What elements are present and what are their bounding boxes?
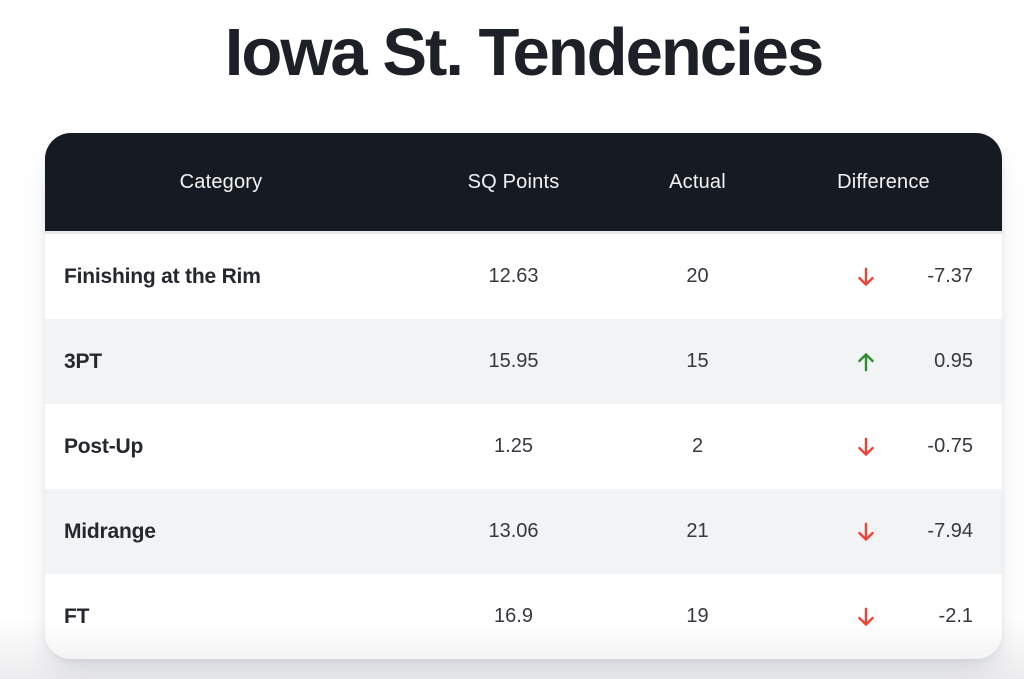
difference-value: -7.37: [927, 265, 973, 287]
sq-points-cell: 13.06: [488, 520, 539, 542]
column-header-difference: Difference: [837, 170, 930, 193]
difference-value: 0.95: [934, 350, 973, 372]
category-cell: Post-Up: [45, 435, 397, 459]
table-row: FT 16.9 19 -2.1: [45, 574, 1002, 659]
table-header-row: Category SQ Points Actual Difference: [45, 133, 1002, 231]
category-label: FT: [64, 604, 90, 628]
down-arrow-icon: [853, 604, 879, 630]
category-label: 3PT: [64, 349, 102, 373]
up-arrow-icon: [853, 349, 879, 375]
category-label: Midrange: [64, 519, 156, 543]
sq-points-cell: 12.63: [488, 265, 539, 287]
actual-cell: 21: [686, 520, 709, 542]
table-row: 3PT 15.95 15 0.95: [45, 319, 1002, 404]
down-arrow-icon: [853, 434, 879, 460]
actual-cell: 15: [686, 350, 709, 372]
table-row: Midrange 13.06 21 -7.94: [45, 489, 1002, 574]
table-row: Finishing at the Rim 12.63 20 -7.37: [45, 234, 1002, 319]
difference-cell: -0.75: [765, 434, 1002, 460]
category-label: Post-Up: [64, 434, 144, 458]
column-header-actual: Actual: [669, 170, 726, 193]
actual-cell: 2: [691, 435, 704, 457]
sq-points-cell: 1.25: [494, 435, 533, 457]
actual-cell: 19: [686, 605, 709, 627]
sq-points-cell: 15.95: [488, 350, 539, 372]
page-title: Iowa St. Tendencies: [224, 15, 824, 90]
category-cell: Midrange: [45, 520, 397, 544]
difference-cell: 0.95: [765, 349, 1002, 375]
difference-cell: -7.37: [765, 264, 1002, 290]
table-body: Finishing at the Rim 12.63 20 -7.37 3PT …: [45, 234, 1002, 659]
header-divider: [45, 231, 1002, 234]
down-arrow-icon: [853, 519, 879, 545]
actual-cell: 20: [686, 265, 709, 287]
column-header-category: Category: [179, 170, 263, 193]
difference-value: -2.1: [938, 605, 973, 627]
down-arrow-icon: [853, 264, 879, 290]
difference-value: -7.94: [927, 520, 973, 542]
tendencies-card: Category SQ Points Actual Difference Fin…: [45, 133, 1002, 659]
difference-value: -0.75: [927, 435, 973, 457]
category-cell: 3PT: [45, 350, 397, 374]
table-row: Post-Up 1.25 2 -0.75: [45, 404, 1002, 489]
category-cell: FT: [45, 605, 397, 629]
sq-points-cell: 16.9: [494, 605, 533, 627]
difference-cell: -7.94: [765, 519, 1002, 545]
category-label: Finishing at the Rim: [64, 264, 261, 288]
difference-cell: -2.1: [765, 604, 1002, 630]
column-header-sq-points: SQ Points: [467, 170, 560, 193]
category-cell: Finishing at the Rim: [45, 265, 397, 289]
